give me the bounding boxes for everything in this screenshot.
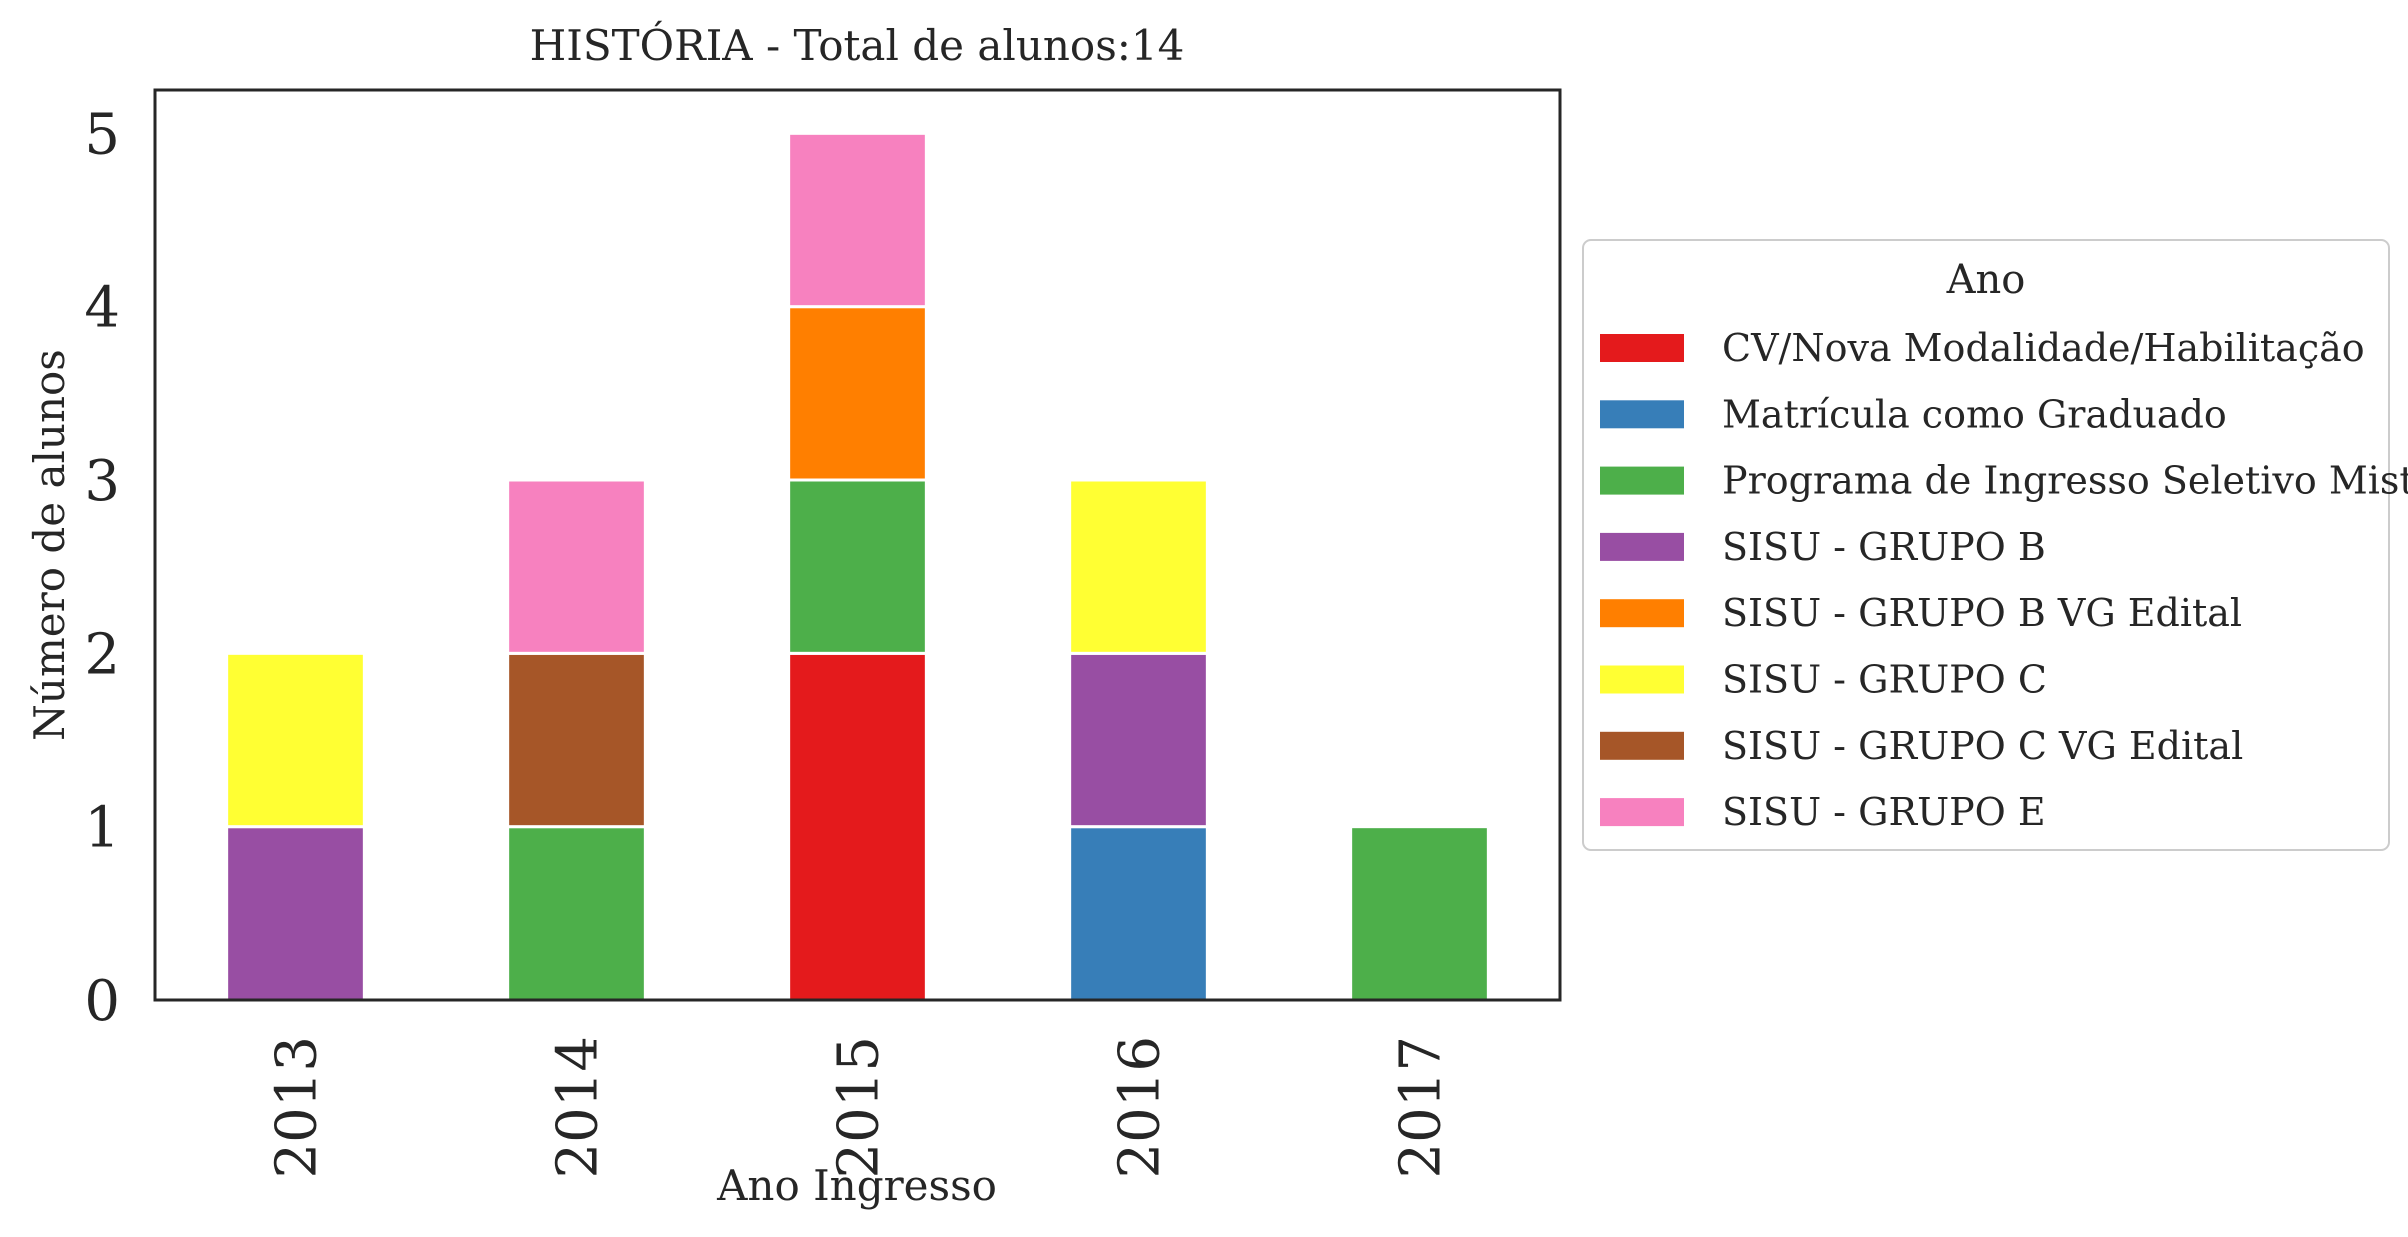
- bar-2014-series-2: [506, 825, 647, 1002]
- bar-2013-series-3: [225, 825, 366, 1002]
- legend-box: [1582, 239, 2390, 851]
- legend-label-2: Programa de Ingresso Seletivo Misto: [1722, 459, 2408, 503]
- bar-2014-series-7: [506, 478, 647, 655]
- bar-2015-series-4: [787, 305, 928, 482]
- x-tick-labels: 2013 2014 2015 2016 2017: [265, 1036, 1454, 1179]
- plot-frame: [153, 88, 1562, 1002]
- chart-title: HISTÓRIA - Total de alunos:14: [530, 20, 1185, 70]
- legend-label-6: SISU - GRUPO C VG Edital: [1722, 724, 2243, 768]
- y-tick-label-4: 4: [84, 276, 120, 341]
- legend-items: CV/Nova Modalidade/Habilitação Matrícula …: [1600, 326, 2408, 834]
- bar-2015-series-2: [787, 478, 928, 655]
- bars-layer: [225, 131, 1490, 1002]
- bar-2015-series-0: [787, 651, 928, 1002]
- y-tick-label-1: 1: [84, 796, 120, 861]
- x-tick-label-2014: 2014: [546, 1036, 611, 1179]
- y-tick-label-5: 5: [84, 102, 120, 167]
- legend-label-3: SISU - GRUPO B: [1722, 525, 2046, 569]
- bar-2015-series-7: [787, 131, 928, 309]
- legend-label-0: CV/Nova Modalidade/Habilitação: [1722, 326, 2365, 370]
- bar-2017-series-2: [1349, 825, 1490, 1002]
- x-tick-label-2015: 2015: [827, 1036, 892, 1179]
- legend-label-4: SISU - GRUPO B VG Edital: [1722, 591, 2242, 635]
- legend-label-1: Matrícula como Graduado: [1722, 392, 2227, 436]
- x-tick-label-2017: 2017: [1389, 1036, 1454, 1179]
- y-tick-label-0: 0: [84, 969, 120, 1034]
- bar-2016-series-5: [1068, 478, 1209, 655]
- y-axis-label: Número de alunos: [25, 349, 74, 741]
- legend-label-5: SISU - GRUPO C: [1722, 658, 2047, 702]
- x-tick-label-2016: 2016: [1108, 1036, 1173, 1179]
- legend-swatch-1: [1600, 400, 1684, 429]
- y-tick-label-2: 2: [84, 622, 120, 687]
- bar-2013-series-5: [225, 651, 366, 829]
- x-axis-label: Ano Ingresso: [716, 1161, 997, 1210]
- bar-2014-series-6: [506, 651, 647, 829]
- legend-title: Ano: [1946, 257, 2026, 303]
- legend-swatch-3: [1600, 532, 1684, 561]
- legend-swatch-6: [1600, 731, 1684, 760]
- legend-label-7: SISU - GRUPO E: [1722, 790, 2046, 834]
- legend-swatch-7: [1600, 798, 1684, 827]
- x-tick-label-2013: 2013: [265, 1036, 330, 1179]
- legend-swatch-5: [1600, 665, 1684, 694]
- legend-swatch-2: [1600, 466, 1684, 495]
- bar-2016-series-3: [1068, 651, 1209, 829]
- bar-2016-series-1: [1068, 825, 1209, 1002]
- legend: Ano CV/Nova Modalidade/Habilitação Matríc…: [1582, 239, 2408, 851]
- legend-swatch-0: [1600, 334, 1684, 362]
- legend-swatch-4: [1600, 599, 1684, 628]
- y-tick-label-3: 3: [84, 449, 120, 514]
- y-tick-labels: 0 1 2 3 4 5: [84, 102, 120, 1034]
